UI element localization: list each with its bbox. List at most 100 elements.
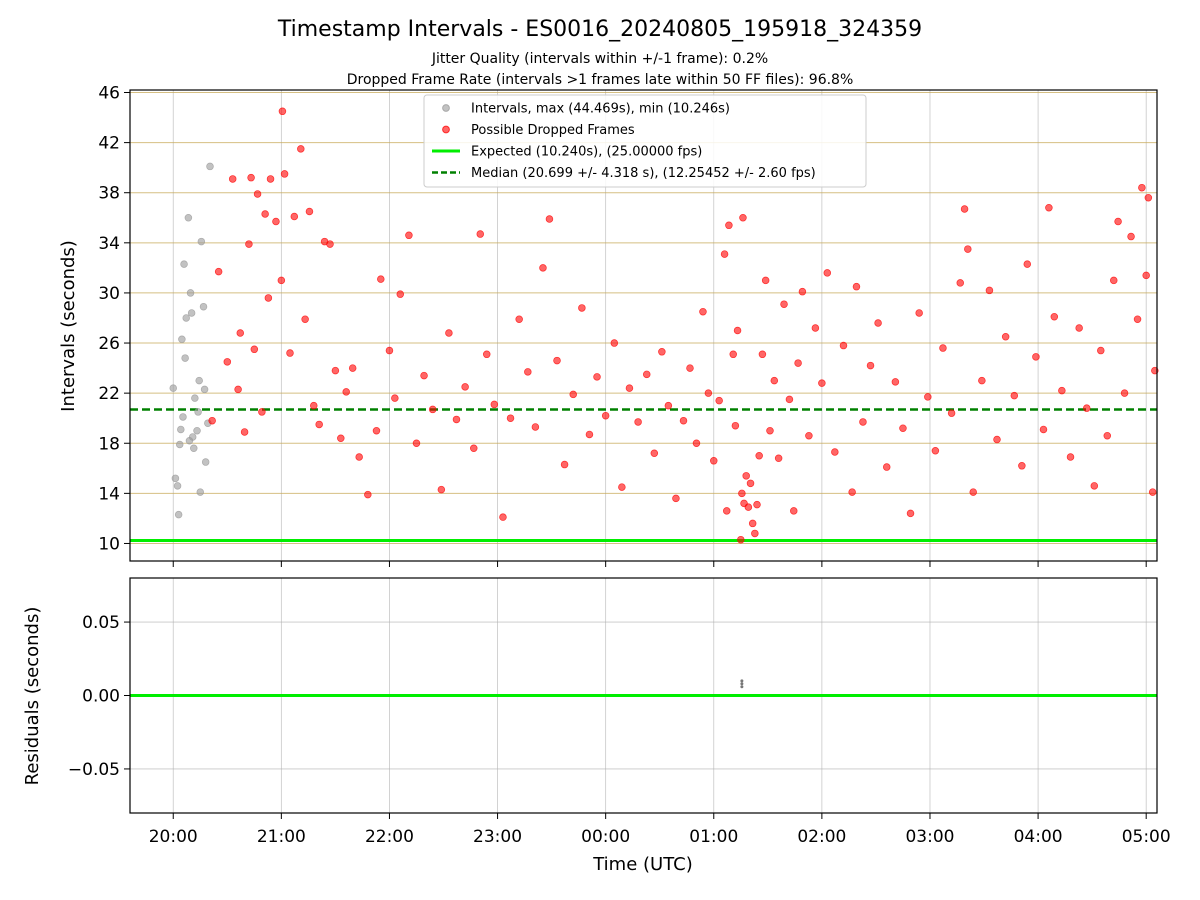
dropped-frame-point-105	[790, 507, 798, 515]
dropped-frame-point-120	[891, 378, 900, 386]
dropped-frame-point-60	[569, 390, 577, 399]
x-tick-label-0: 20:00	[149, 827, 198, 847]
residual-point-0	[740, 685, 744, 689]
dropped-frame-point-61	[578, 304, 586, 312]
chart-subtitle-jitter: Jitter Quality (intervals within +/-1 fr…	[431, 51, 768, 67]
dropped-frame-point-40	[412, 439, 421, 448]
dropped-frame-point-100	[766, 426, 774, 435]
dropped-frame-point-45	[452, 415, 461, 424]
top-ytick-label-8: 42	[98, 134, 120, 154]
dropped-frame-point-10	[253, 190, 262, 198]
dropped-frame-point-83	[725, 221, 733, 230]
dropped-frame-point-149	[1103, 431, 1112, 440]
dropped-frame-point-95	[751, 529, 759, 538]
legend: Intervals, max (44.469s), min (10.246s) P…	[423, 94, 867, 188]
dropped-frame-point-7	[245, 240, 253, 248]
dropped-frame-point-152	[1120, 389, 1129, 397]
top-ytick-label-5: 30	[98, 284, 120, 304]
residuals-panel: 20:00 21:00 22:00 23:00 00:00 01:00 02:00 03:00…	[68, 577, 1171, 847]
dropped-frame-point-65	[610, 339, 619, 347]
dropped-frame-point-115	[852, 282, 861, 291]
dropped-frame-point-156	[1142, 271, 1150, 280]
dropped-frame-point-80	[715, 396, 723, 405]
dropped-frame-point-63	[593, 373, 601, 381]
dropped-frame-point-106	[794, 359, 802, 367]
residual-point-2	[740, 679, 744, 683]
dropped-frame-point-22	[301, 315, 309, 323]
dropped-frame-point-33	[364, 490, 372, 499]
dropped-frame-point-46	[461, 383, 469, 391]
dropped-frame-point-12	[261, 210, 269, 218]
interval-point-27	[179, 413, 187, 421]
interval-point-3	[175, 440, 184, 449]
dropped-frame-point-3	[228, 175, 237, 183]
dropped-frame-point-87	[737, 535, 745, 544]
interval-point-26	[194, 408, 202, 416]
interval-point-19	[177, 425, 185, 434]
dropped-frame-point-111	[823, 269, 832, 277]
interval-point-4	[178, 335, 186, 344]
interval-point-15	[201, 458, 210, 466]
dropped-frame-point-144	[1066, 453, 1075, 461]
dropped-frame-point-91	[742, 472, 750, 480]
x-tick-label-7: 03:00	[905, 827, 954, 847]
dropped-frame-point-56	[539, 264, 547, 272]
dropped-frame-point-151	[1114, 217, 1122, 226]
top-ytick-label-9: 46	[98, 84, 120, 104]
dropped-frame-point-41	[420, 371, 428, 380]
bottom-plot-frame	[129, 577, 1158, 814]
dropped-frame-point-55	[531, 423, 540, 431]
dropped-frame-point-108	[805, 431, 813, 440]
dropped-frame-point-118	[874, 319, 882, 327]
dropped-frame-point-74	[679, 416, 688, 425]
dropped-frame-point-71	[658, 348, 666, 356]
legend-box	[423, 94, 867, 188]
dropped-frame-point-4	[234, 385, 242, 394]
dropped-frame-point-132	[978, 376, 986, 385]
interval-point-0	[169, 384, 177, 392]
dropped-frame-point-143	[1058, 386, 1066, 395]
interval-point-23	[196, 488, 205, 496]
dropped-frame-point-36	[385, 346, 394, 355]
interval-point-22	[190, 444, 198, 453]
interval-point-12	[195, 376, 203, 385]
x-tick-label-5: 01:00	[689, 827, 738, 847]
dropped-frame-point-75	[686, 364, 694, 372]
dropped-frame-point-81	[720, 250, 729, 258]
dropped-frame-point-136	[1010, 391, 1019, 400]
dropped-frame-point-58	[553, 356, 561, 365]
dropped-frame-point-76	[692, 439, 701, 448]
x-axis-label: Time (UTC)	[592, 854, 693, 875]
dropped-frame-point-98	[758, 350, 767, 359]
interval-point-21	[185, 436, 194, 445]
dropped-frame-point-119	[882, 463, 891, 471]
dropped-frame-point-27	[326, 240, 334, 248]
legend-intervals-marker	[442, 104, 450, 112]
interval-point-8	[186, 289, 195, 297]
dropped-frame-point-101	[770, 376, 779, 385]
dropped-frame-point-103	[780, 300, 788, 308]
top-ytick-label-7: 38	[98, 184, 120, 204]
dropped-frame-point-28	[331, 366, 340, 375]
dropped-frame-point-54	[524, 368, 532, 376]
bottom-ytick-label-2: 0.05	[82, 613, 120, 633]
dropped-frame-point-97	[755, 452, 763, 460]
dropped-frame-point-117	[866, 361, 875, 370]
dropped-frame-point-133	[985, 286, 994, 295]
dropped-frame-point-127	[947, 409, 956, 417]
dropped-frame-point-141	[1045, 204, 1053, 212]
dropped-frame-point-9	[250, 345, 259, 354]
dropped-frame-point-113	[839, 341, 848, 350]
dropped-frame-point-30	[342, 388, 350, 396]
dropped-frame-point-14	[266, 175, 275, 183]
dropped-frame-point-51	[499, 513, 507, 521]
dropped-frame-point-57	[545, 215, 554, 223]
dropped-frame-point-96	[753, 500, 761, 509]
dropped-frame-point-130	[964, 245, 972, 253]
dropped-frame-point-19	[286, 349, 294, 357]
bottom-y-axis-label: Residuals (seconds)	[22, 607, 43, 786]
dropped-frame-point-78	[704, 389, 713, 397]
dropped-frame-point-35	[377, 275, 385, 283]
legend-dropped-frames-marker	[442, 125, 450, 134]
